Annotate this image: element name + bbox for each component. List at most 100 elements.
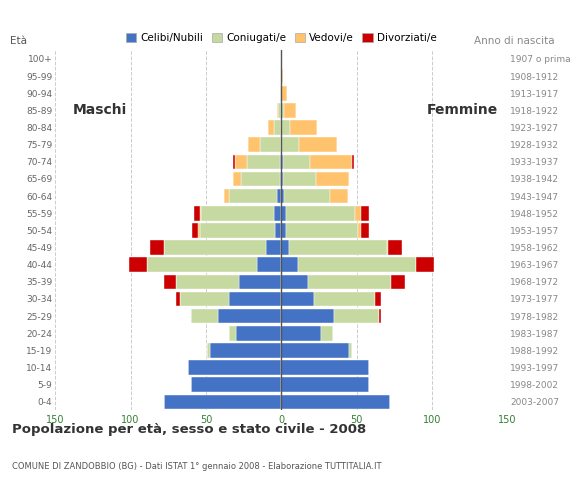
Bar — [241, 172, 280, 186]
Bar — [191, 309, 218, 324]
Bar — [281, 172, 283, 186]
Bar — [281, 240, 289, 255]
Bar — [361, 223, 369, 238]
Bar — [277, 103, 278, 118]
Bar — [392, 275, 405, 289]
Bar — [280, 172, 281, 186]
Text: Maschi: Maschi — [73, 103, 128, 118]
Bar — [281, 275, 309, 289]
Bar — [274, 120, 281, 135]
Bar — [257, 257, 281, 272]
Bar — [281, 292, 314, 306]
Bar — [201, 206, 274, 220]
Bar — [358, 223, 361, 238]
Bar — [314, 292, 375, 306]
Bar — [200, 206, 201, 220]
Bar — [150, 240, 164, 255]
Bar — [379, 309, 381, 324]
Bar — [281, 189, 284, 204]
Bar — [299, 137, 337, 152]
Bar — [260, 137, 281, 152]
Bar — [233, 155, 234, 169]
Bar — [129, 257, 147, 272]
Bar — [198, 223, 200, 238]
Bar — [281, 137, 299, 152]
Bar — [281, 103, 284, 118]
Bar — [286, 223, 358, 238]
Bar — [191, 377, 281, 392]
Bar — [284, 189, 329, 204]
Bar — [239, 275, 281, 289]
Bar — [289, 240, 387, 255]
Bar — [281, 206, 286, 220]
Bar — [291, 120, 317, 135]
Bar — [310, 155, 352, 169]
Bar — [277, 189, 281, 204]
Bar — [188, 360, 281, 375]
Bar — [298, 257, 415, 272]
Bar — [349, 343, 352, 358]
Bar — [281, 155, 283, 169]
Bar — [281, 223, 286, 238]
Bar — [281, 343, 349, 358]
Bar — [193, 223, 198, 238]
Bar — [352, 155, 354, 169]
Bar — [274, 206, 281, 220]
Bar — [281, 86, 287, 100]
Bar — [281, 326, 321, 340]
Text: COMUNE DI ZANDOBBIO (BG) - Dati ISTAT 1° gennaio 2008 - Elaborazione TUTTITALIA.: COMUNE DI ZANDOBBIO (BG) - Dati ISTAT 1°… — [12, 462, 381, 471]
Text: Popolazione per età, sesso e stato civile - 2008: Popolazione per età, sesso e stato civil… — [12, 423, 366, 436]
Bar — [281, 360, 369, 375]
Bar — [309, 275, 392, 289]
Bar — [281, 257, 298, 272]
Bar — [276, 223, 281, 238]
Text: Anno di nascita: Anno di nascita — [474, 36, 555, 46]
Bar — [281, 395, 390, 409]
Bar — [316, 172, 349, 186]
Bar — [229, 189, 277, 204]
Bar — [329, 189, 347, 204]
Bar — [229, 292, 281, 306]
Bar — [147, 257, 257, 272]
Bar — [164, 395, 281, 409]
Bar — [229, 326, 236, 340]
Bar — [355, 206, 361, 220]
Bar — [375, 292, 381, 306]
Bar — [266, 240, 281, 255]
Bar — [389, 240, 402, 255]
Bar — [334, 309, 379, 324]
Text: Femmine: Femmine — [427, 103, 498, 118]
Bar — [208, 343, 211, 358]
Bar — [321, 326, 332, 340]
Bar — [415, 257, 434, 272]
Bar — [234, 155, 246, 169]
Bar — [284, 103, 296, 118]
Bar — [280, 155, 281, 169]
Bar — [200, 223, 276, 238]
Legend: Celibi/Nubili, Coniugati/e, Vedovi/e, Divorziati/e: Celibi/Nubili, Coniugati/e, Vedovi/e, Di… — [122, 29, 441, 47]
Bar — [278, 103, 281, 118]
Bar — [280, 86, 281, 100]
Bar — [236, 326, 281, 340]
Bar — [281, 69, 283, 84]
Bar — [268, 120, 274, 135]
Text: Età: Età — [10, 36, 27, 46]
Bar — [281, 120, 291, 135]
Bar — [194, 206, 200, 220]
Bar — [361, 206, 369, 220]
Bar — [387, 240, 389, 255]
Bar — [164, 275, 176, 289]
Bar — [164, 240, 266, 255]
Bar — [233, 172, 241, 186]
Bar — [286, 206, 355, 220]
Bar — [281, 309, 334, 324]
Bar — [180, 292, 229, 306]
Bar — [176, 275, 239, 289]
Bar — [218, 309, 281, 324]
Bar — [281, 377, 369, 392]
Bar — [283, 172, 316, 186]
Bar — [224, 189, 229, 204]
Bar — [211, 343, 281, 358]
Bar — [246, 155, 280, 169]
Bar — [283, 155, 310, 169]
